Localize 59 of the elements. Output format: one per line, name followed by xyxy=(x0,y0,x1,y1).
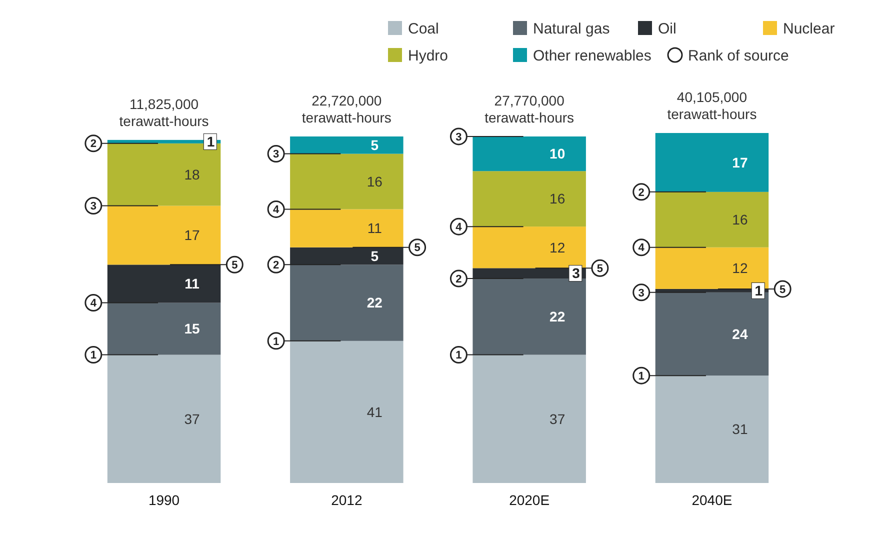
annotation: 27,770,000 terawatt-hours xyxy=(484,92,574,126)
annotation: 40,105,000 terawatt-hours xyxy=(667,89,757,122)
data-label: 41 xyxy=(366,404,383,420)
annotation: 1 xyxy=(90,350,96,362)
data-label: 24 xyxy=(732,326,748,342)
annotation: 4 xyxy=(638,242,646,254)
annotation: 22,720,000 terawatt-hours xyxy=(302,92,392,126)
data-label: 17 xyxy=(732,154,748,170)
data-label: 11 xyxy=(367,220,382,236)
annotation: 1 xyxy=(272,336,280,348)
annotation: 5 xyxy=(596,263,604,275)
legend-label: Hydro xyxy=(408,47,448,64)
annotation: 3 xyxy=(456,131,462,144)
data-label: 22 xyxy=(550,308,566,325)
data-label: 22 xyxy=(366,294,383,311)
data-label: 16 xyxy=(366,173,383,190)
annotation: 3 xyxy=(272,148,280,161)
data-label: 15 xyxy=(184,320,200,337)
legend-label: Nuclear xyxy=(783,20,835,38)
annotation: 3 xyxy=(90,200,96,213)
data-label: 1 xyxy=(206,134,215,150)
legend-label: Natural gas xyxy=(533,20,610,38)
data-label: 16 xyxy=(732,212,748,228)
annotation: 1 xyxy=(638,370,644,382)
annotation: 3 xyxy=(638,287,644,300)
annotation: 4 xyxy=(456,221,463,234)
annotation: 5 xyxy=(414,242,420,254)
data-label: 11 xyxy=(184,276,200,292)
annotation: 2 xyxy=(272,260,280,272)
data-label: 37 xyxy=(184,410,200,427)
data-label: 12 xyxy=(732,260,748,276)
annotation: 11,825,000 terawatt-hours xyxy=(119,96,209,129)
x-tick-label: 2040E xyxy=(692,492,732,508)
legend-label: Oil xyxy=(658,20,676,38)
x-tick-label: 1990 xyxy=(148,492,180,508)
annotation: 5 xyxy=(780,284,786,296)
text: Rank of source xyxy=(688,47,789,64)
annotation: 1 xyxy=(456,350,462,362)
annotation: 4 xyxy=(272,204,280,216)
annotation: 2 xyxy=(456,273,462,286)
annotation: 2 xyxy=(638,186,644,199)
x-tick-label: 2012 xyxy=(331,492,362,508)
data-label: 16 xyxy=(550,190,566,207)
data-label: 31 xyxy=(732,421,748,438)
data-label: 18 xyxy=(184,166,200,182)
data-label: 1 xyxy=(754,282,763,299)
data-label: 12 xyxy=(550,239,566,256)
data-label: 37 xyxy=(550,410,566,427)
data-label: 17 xyxy=(184,227,200,244)
data-label: 3 xyxy=(572,265,580,282)
data-label: 5 xyxy=(370,137,379,154)
legend-label: Coal xyxy=(408,20,439,38)
annotation: 2 xyxy=(90,138,96,150)
annotation: 5 xyxy=(232,260,238,272)
data-label: 5 xyxy=(370,248,379,264)
data-label: 10 xyxy=(550,146,566,162)
x-tick-label: 2020E xyxy=(509,492,550,508)
annotation: 4 xyxy=(90,298,98,310)
legend-label: Other renewables xyxy=(533,47,652,64)
